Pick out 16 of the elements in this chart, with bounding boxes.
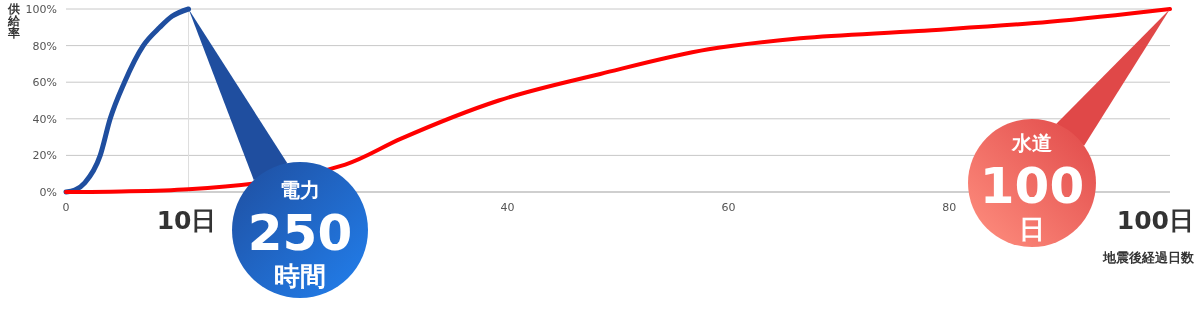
x-tick-label: 40 — [500, 201, 515, 214]
annotation: 水道 100 日 — [979, 131, 1085, 244]
ref-line-label: 10日 — [156, 206, 217, 235]
y-tick-label: 80% — [32, 39, 57, 53]
x-tick-label: 0 — [62, 201, 70, 214]
y-tick-label: 20% — [32, 149, 57, 163]
y-tick-label: 40% — [32, 112, 57, 126]
annotation: 電力 250 時間 — [247, 178, 353, 291]
x-tick-label: 60 — [721, 201, 736, 214]
x-axis-title: 地震後経過日数 — [1102, 250, 1195, 265]
y-tick-label: 0% — [39, 186, 57, 199]
y-axis-title: 供給率 — [7, 2, 21, 40]
x-tick-label: 80 — [942, 201, 957, 214]
y-tick-label: 60% — [32, 76, 57, 90]
text: 100日 — [1116, 206, 1194, 235]
y-tick-label: 100% — [25, 3, 57, 16]
